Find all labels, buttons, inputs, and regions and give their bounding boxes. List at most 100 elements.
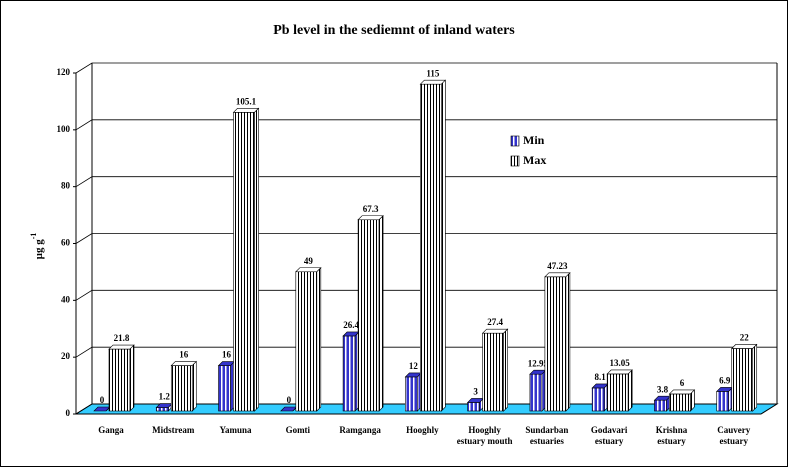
value-label: 12: [409, 361, 419, 371]
bar-front: [716, 391, 730, 412]
x-tick-label: Ganga: [98, 425, 124, 435]
x-tick-label: Hooghly: [406, 425, 439, 435]
bar-front: [606, 373, 629, 412]
value-label: 0: [100, 395, 105, 405]
x-tick-label: Sundarban estuaries: [525, 425, 569, 446]
bar-side: [690, 389, 695, 412]
bar: [529, 369, 547, 412]
bar: [404, 372, 423, 412]
bar-front: [155, 407, 169, 412]
value-label: 21.8: [114, 333, 130, 343]
bar: [217, 360, 236, 412]
value-label: 0: [287, 395, 292, 405]
value-label: 49: [304, 256, 314, 266]
x-tick-label: Krishna estuary: [655, 425, 688, 446]
bar-front: [529, 373, 543, 412]
bar-front: [669, 393, 691, 412]
grid-line: [75, 233, 777, 244]
bar-side: [191, 360, 197, 412]
bar-side: [627, 369, 633, 412]
bar-front: [295, 271, 318, 412]
value-label: 16: [179, 350, 189, 360]
bar: [668, 389, 696, 412]
bar: [481, 328, 509, 412]
bar-front: [170, 365, 193, 412]
x-tick-label: Godavari estuary: [590, 425, 628, 446]
value-label: 13.05: [610, 358, 631, 368]
bar-front: [108, 348, 131, 412]
y-tick-label: 60: [61, 238, 71, 248]
bar-front: [405, 376, 418, 412]
bar-side: [316, 267, 322, 412]
bar-side: [129, 344, 135, 412]
value-label: 3: [473, 387, 478, 397]
grid-line: [75, 62, 777, 74]
value-label: 105.1: [236, 96, 257, 106]
value-label: 8.1: [595, 372, 607, 382]
y-tick-label: 100: [57, 124, 71, 134]
bar: [232, 107, 260, 412]
y-tick-label: 40: [61, 294, 71, 304]
value-label: 115: [426, 68, 440, 78]
legend-label: Max: [523, 153, 546, 167]
bar: [419, 79, 447, 412]
bar-side: [565, 272, 571, 412]
grid-line: [75, 176, 777, 188]
x-tick-label: Hooghly estuary mouth: [456, 425, 513, 446]
bar-front: [544, 276, 567, 412]
bar-front: [731, 348, 754, 412]
value-label: 3.8: [657, 384, 669, 394]
bar-front: [218, 365, 231, 412]
bar-side: [503, 328, 508, 412]
value-label: 22: [740, 333, 750, 343]
bar-front: [233, 112, 255, 412]
bar: [731, 343, 758, 412]
grid-line: [75, 119, 777, 131]
x-tick-label: Gomti: [285, 425, 311, 435]
y-axis-label-sup: -1: [29, 233, 38, 240]
value-label: 12.95: [528, 358, 549, 368]
legend-swatch: [510, 135, 520, 147]
value-label: 67.3: [363, 204, 379, 214]
bar: [342, 331, 360, 412]
value-label: 6.9: [719, 375, 731, 385]
bar-front: [357, 219, 380, 412]
bar: [653, 395, 672, 412]
bar-front: [591, 387, 605, 412]
bar: [466, 397, 485, 412]
legend-swatch: [510, 155, 520, 167]
x-tick-label: Ramganga: [339, 425, 381, 435]
x-tick-label: Yamuna: [219, 425, 252, 435]
bar-front: [482, 332, 504, 412]
bar: [606, 369, 633, 412]
x-tick-label: Midstream: [152, 425, 195, 435]
bar-front: [420, 83, 442, 412]
bar-front: [342, 335, 356, 412]
value-label: 26.4: [343, 320, 359, 330]
y-tick-label: 0: [66, 408, 71, 418]
value-label: 47.23: [547, 261, 568, 271]
value-label: 6: [680, 378, 685, 388]
bar: [357, 215, 384, 412]
bar-front: [654, 399, 667, 412]
bar: [155, 402, 173, 412]
x-tick-label: Cauvery estuary: [717, 425, 751, 446]
bar: [716, 386, 734, 412]
bar-side: [752, 343, 758, 412]
bar: [591, 383, 609, 412]
y-axis-label: µg g-1: [29, 233, 45, 260]
value-label: 27.4: [487, 317, 503, 327]
bar-side: [378, 215, 384, 412]
value-label: 16: [222, 350, 232, 360]
y-tick-label: 120: [57, 67, 71, 77]
y-axis-label-text: µg g: [33, 239, 45, 260]
value-label: 1.2: [159, 392, 171, 402]
y-tick-label: 20: [61, 351, 71, 361]
legend-label: Min: [523, 133, 545, 147]
bar: [170, 360, 197, 412]
y-tick-label: 80: [61, 181, 71, 191]
bar-side: [441, 79, 446, 412]
bar: [295, 267, 322, 412]
chart-title: Pb level in the sediemnt of inland water…: [273, 23, 515, 38]
